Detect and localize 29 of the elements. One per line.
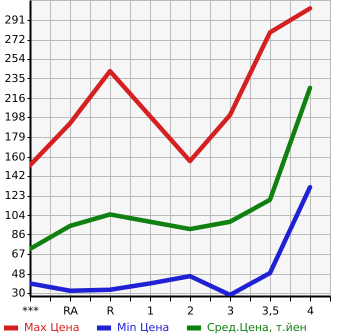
y-tick-label: 142: [4, 169, 26, 182]
y-tick-label: 198: [4, 110, 26, 124]
legend-label: Min Цена: [117, 321, 170, 334]
y-tick-label: 235: [4, 72, 26, 85]
y-tick-label: 86: [12, 228, 26, 241]
y-tick-label: 272: [4, 33, 26, 46]
legend-label: Max Цена: [24, 321, 80, 334]
line-series: [30, 6, 312, 168]
x-tick-label: 3: [227, 304, 234, 318]
y-tick-label: 67: [12, 248, 26, 261]
y-tick-label: 30: [12, 286, 26, 300]
x-tick-label: RA: [63, 304, 78, 318]
y-tick-label: 160: [4, 150, 26, 164]
y-tick-label: 104: [4, 208, 26, 222]
y-tick-label: 291: [4, 13, 26, 26]
x-tick-label: R: [106, 304, 115, 318]
x-tick-label: 1: [147, 304, 154, 318]
y-tick-label: 123: [4, 189, 26, 202]
line-series: [30, 86, 312, 252]
y-tick-label: 48: [12, 268, 26, 281]
y-tick-label: 179: [4, 130, 26, 144]
line-series: [30, 184, 312, 296]
legend-label: Сред.Цена, т.йен: [207, 321, 307, 334]
x-tick-label: 4: [307, 304, 314, 318]
x-tick-label: ***: [22, 304, 40, 318]
x-tick-label: 2: [187, 304, 194, 318]
y-tick-label: 216: [4, 92, 26, 105]
y-tick-label: 254: [4, 52, 26, 66]
x-tick-label: 3,5: [262, 304, 280, 318]
